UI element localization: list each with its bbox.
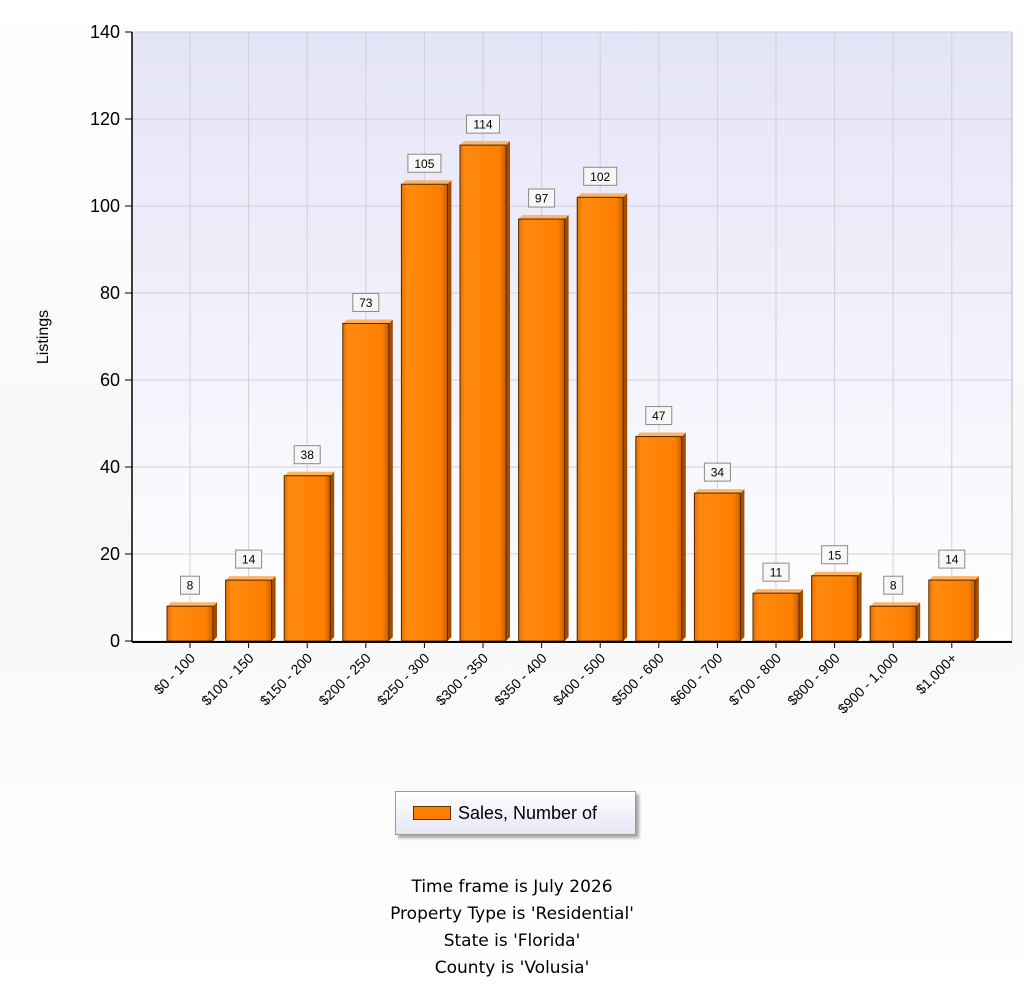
bar-rect [342, 322, 390, 642]
bar [400, 180, 452, 642]
bar-rect [635, 436, 683, 642]
data-label: 38 [293, 445, 321, 465]
bar-rect [518, 218, 566, 642]
y-tick-label: 20 [100, 544, 120, 564]
bar-rect [400, 183, 448, 642]
data-label-text: 15 [828, 548, 842, 562]
plot-area [132, 32, 1012, 641]
y-axis-label: Listings [35, 310, 52, 364]
data-labels: 8 14 38 73 105 114 97 102 47 34 11 15 8 14 [180, 114, 966, 595]
data-label-text: 47 [652, 409, 666, 423]
x-tick-label: $600 - 700 [667, 650, 726, 709]
x-tick-label: $100 - 150 [198, 650, 257, 709]
bar-rect [459, 144, 507, 642]
bar [635, 432, 686, 642]
bar [342, 319, 393, 642]
legend-label: Sales, Number of [458, 802, 598, 823]
y-tick-label: 40 [100, 457, 120, 477]
data-label: 114 [466, 114, 500, 134]
x-tick-label: $400 - 500 [550, 650, 609, 709]
y-tick-label: 140 [90, 22, 120, 42]
legend-swatch [413, 806, 451, 820]
data-label-text: 34 [711, 466, 725, 480]
data-label: 105 [407, 153, 442, 173]
bar [693, 489, 745, 642]
data-label: 11 [762, 562, 790, 582]
data-label-text: 8 [890, 579, 897, 593]
x-tick-label: $300 - 350 [432, 650, 491, 709]
bar-rect [693, 492, 741, 642]
bar-rect [166, 605, 214, 642]
bar [811, 571, 862, 642]
y-tick-label: 60 [100, 370, 120, 390]
data-label-text: 38 [301, 448, 315, 462]
y-tick-label: 0 [110, 631, 120, 651]
data-label: 14 [235, 549, 263, 569]
x-tick-label: $350 - 400 [491, 650, 550, 709]
bar [576, 193, 628, 642]
y-tick-label: 120 [90, 109, 120, 129]
state-note: State is 'Florida' [443, 931, 581, 951]
data-label-text: 73 [359, 296, 373, 310]
x-tick-label: $800 - 900 [784, 650, 843, 709]
x-tick-label: $700 - 800 [725, 650, 784, 709]
data-label: 8 [180, 575, 200, 595]
bar [459, 141, 510, 642]
data-label: 14 [938, 549, 966, 569]
legend: Sales, Number of [395, 791, 636, 835]
axes [125, 31, 1012, 648]
bar-rect [869, 605, 917, 642]
bars [166, 141, 979, 642]
bar-rect [752, 592, 800, 642]
y-tick-labels: 0 20 40 60 80 100 120 140 [90, 22, 120, 651]
bar [166, 602, 217, 642]
county-note: County is 'Volusia' [434, 958, 590, 978]
bar-rect [811, 575, 859, 642]
data-label-text: 105 [414, 157, 434, 171]
property-type-note: Property Type is 'Residential' [390, 904, 634, 924]
bar-rect [928, 579, 976, 642]
data-label: 34 [703, 462, 731, 482]
x-tick-label: $200 - 250 [315, 650, 374, 709]
x-tick-label: $1,000+ [913, 650, 960, 697]
x-tick-label: $0 - 100 [150, 650, 198, 698]
filter-notes: Time frame is July 2026 Property Type is… [0, 874, 1024, 982]
data-label-text: 14 [242, 553, 256, 567]
y-tick-label: 80 [100, 283, 120, 303]
y-tick-label: 100 [90, 196, 120, 216]
bar [283, 471, 335, 642]
data-label-text: 97 [535, 192, 549, 206]
bar-rect [225, 579, 273, 642]
time-frame-note: Time frame is July 2026 [411, 877, 613, 897]
x-tick-label: $500 - 600 [608, 650, 667, 709]
bar-chart: 8 14 38 73 105 114 97 102 47 34 11 15 8 14 0 20 40 60 80 1… [35, 22, 1013, 717]
data-label-text: 8 [187, 579, 194, 593]
bar [518, 215, 569, 642]
bar-rect [283, 475, 331, 642]
x-tick-label: $250 - 300 [374, 650, 433, 709]
data-label: 8 [883, 575, 904, 595]
bar [928, 576, 979, 642]
data-label: 15 [821, 545, 849, 565]
data-label: 73 [352, 292, 380, 312]
data-label-text: 102 [590, 170, 610, 184]
data-label: 47 [645, 406, 673, 426]
bar-rect [576, 196, 624, 642]
x-tick-labels: $0 - 100 $100 - 150 $150 - 200 $200 - 250 $2… [150, 650, 959, 717]
data-label: 97 [528, 188, 556, 208]
bar [869, 602, 921, 642]
data-label-text: 11 [770, 566, 783, 580]
x-tick-label: $900 - 1,000 [834, 650, 901, 717]
bar [225, 576, 276, 642]
data-label-text: 114 [473, 118, 492, 132]
x-tick-label: $150 - 200 [257, 650, 316, 709]
data-label: 102 [583, 166, 618, 186]
bar [752, 589, 803, 642]
data-label-text: 14 [945, 553, 959, 567]
